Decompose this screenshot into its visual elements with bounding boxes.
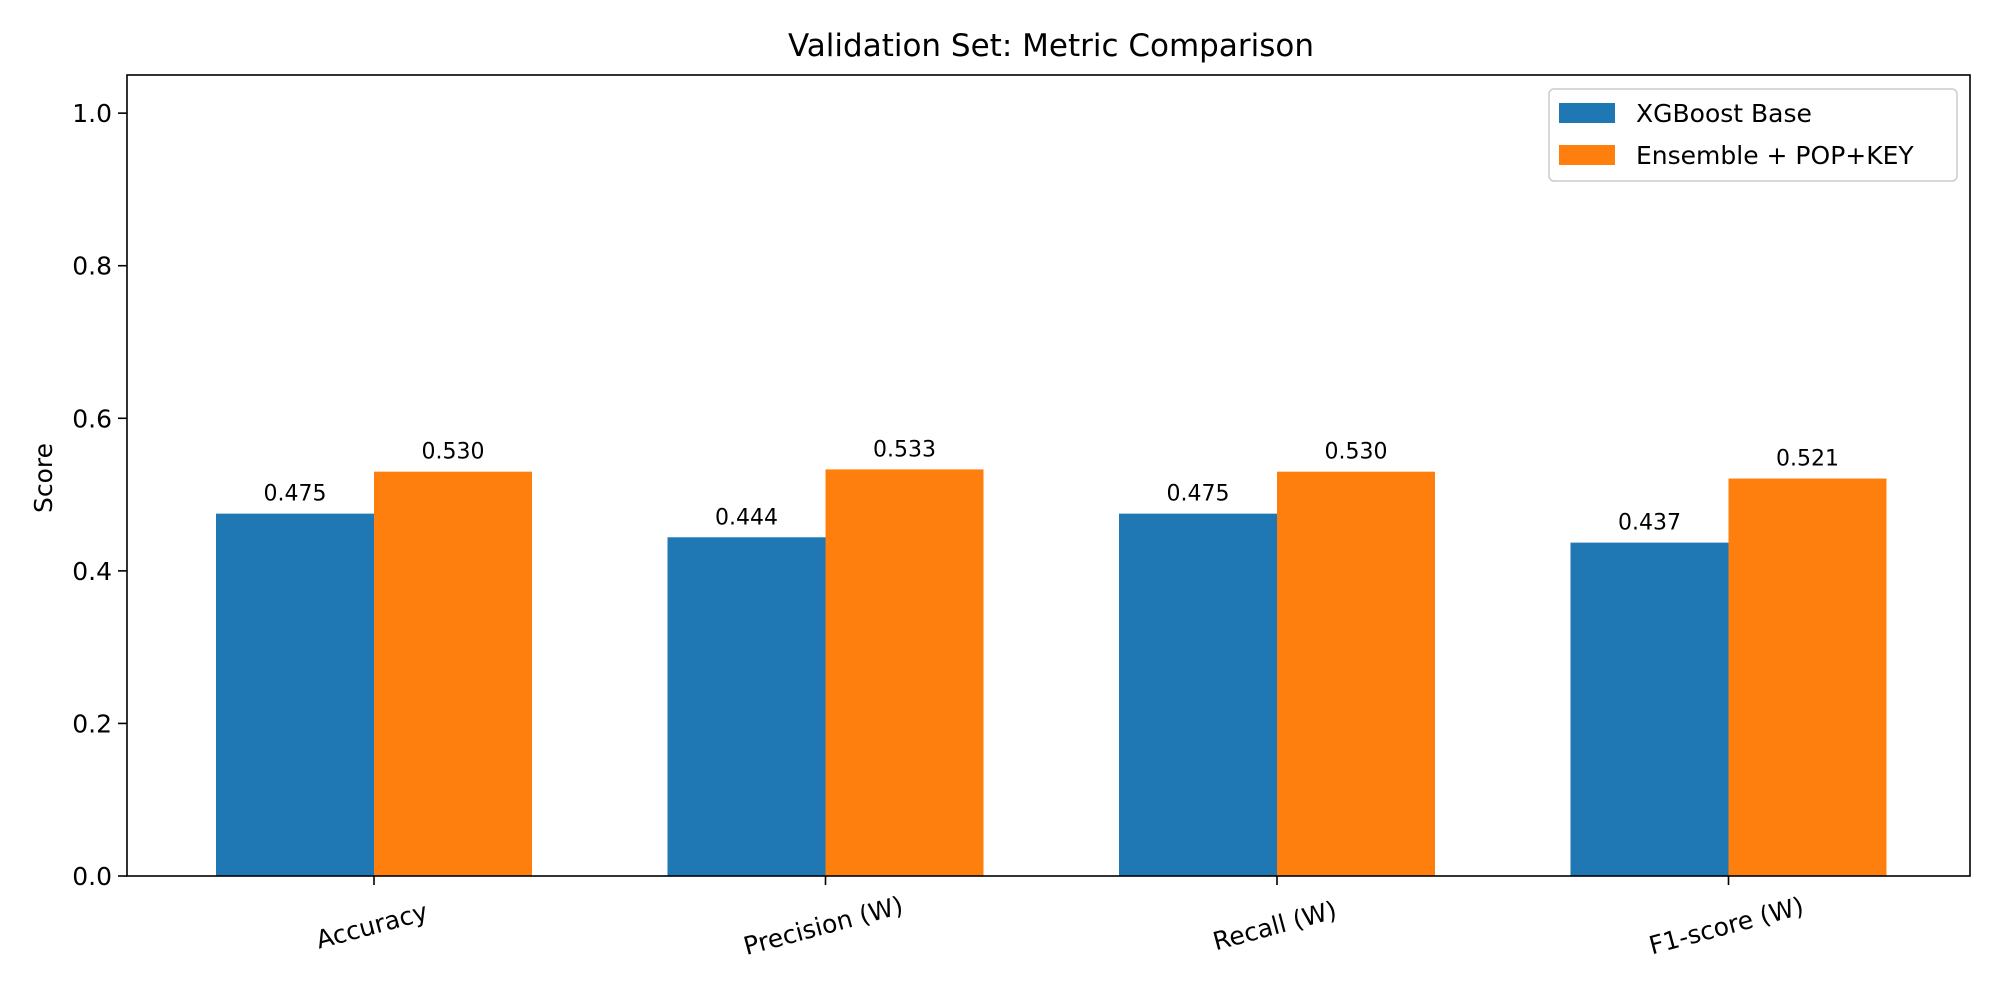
bar-series1-1	[667, 537, 826, 876]
y-tick-label: 0.6	[72, 404, 112, 433]
bar-value-label: 0.521	[1776, 447, 1839, 472]
bar-series1-3	[1570, 542, 1729, 876]
legend-swatch	[1559, 103, 1615, 123]
legend-label: Ensemble + POP+KEY	[1636, 141, 1914, 170]
chart-title: Validation Set: Metric Comparison	[788, 28, 1314, 64]
bar-value-label: 0.530	[422, 440, 485, 465]
bar-value-label: 0.475	[264, 482, 327, 507]
bar-series1-2	[1119, 513, 1277, 876]
legend-label: XGBoost Base	[1636, 99, 1812, 128]
bar-series2-1	[825, 469, 984, 876]
legend: XGBoost Base Ensemble + POP+KEY	[1548, 88, 1958, 182]
bar-series2-2	[1277, 471, 1435, 876]
bar-value-label: 0.530	[1325, 440, 1388, 465]
y-tick-label: 1.0	[72, 99, 112, 128]
value-labels-layer: 0.475 0.444 0.475 0.437 0.530 0.533 0.530 0.521	[264, 437, 1839, 535]
legend-swatch	[1559, 145, 1615, 165]
y-tick-label: 0.2	[72, 709, 112, 738]
bar-value-label: 0.444	[715, 505, 778, 530]
y-axis-label: Score	[29, 443, 58, 513]
bar-series2-3	[1728, 478, 1887, 876]
x-axis: Accuracy Precision (W) Recall (W) F1-score …	[313, 876, 1807, 961]
x-tick-label: F1-score (W)	[1646, 891, 1807, 960]
y-axis: 0.0 0.2 0.4 0.6 0.8 1.0	[72, 99, 127, 891]
bar-series2-0	[374, 471, 532, 876]
bar-value-label: 0.533	[873, 437, 936, 462]
y-tick-label: 0.0	[72, 862, 112, 891]
bar-value-label: 0.437	[1618, 511, 1681, 536]
plot-frame	[126, 74, 1971, 877]
bars-layer	[216, 469, 1887, 876]
y-tick-label: 0.8	[72, 252, 112, 281]
y-tick-label: 0.4	[72, 557, 112, 586]
x-tick-label: Precision (W)	[740, 891, 906, 961]
x-tick-label: Recall (W)	[1210, 895, 1340, 956]
bar-series1-0	[216, 513, 374, 876]
legend-frame	[1548, 88, 1958, 182]
x-tick-label: Accuracy	[313, 897, 431, 955]
bar-value-label: 0.475	[1167, 482, 1230, 507]
